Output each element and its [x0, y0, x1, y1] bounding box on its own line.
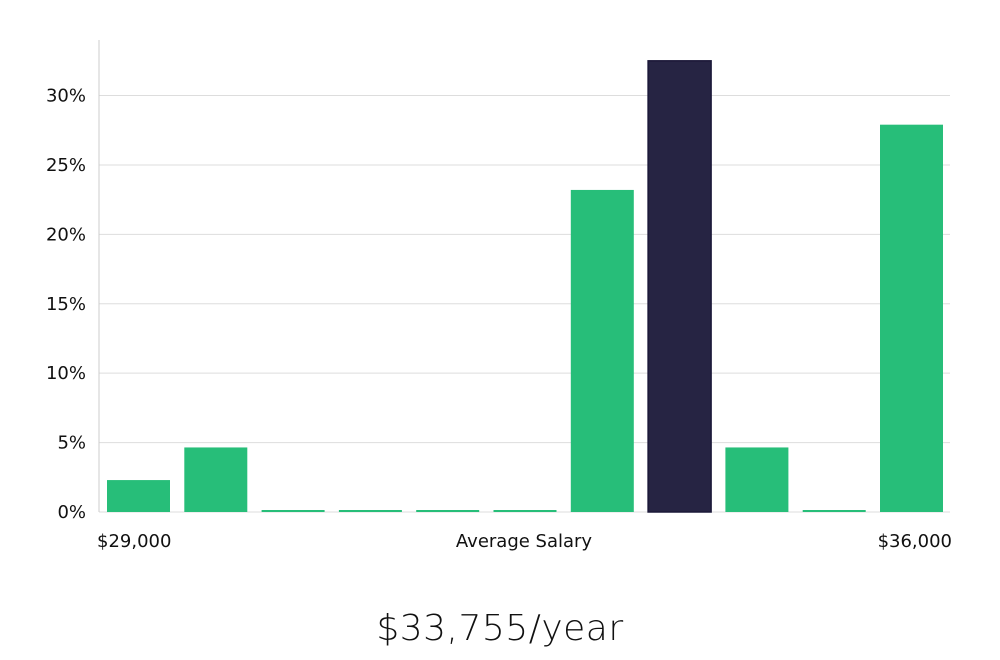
y-tick-label: 20% — [46, 224, 86, 245]
bar — [184, 447, 248, 512]
y-tick-label: 0% — [57, 502, 86, 523]
x-axis-title: Average Salary — [456, 531, 593, 552]
y-tick-label: 10% — [46, 363, 86, 384]
bar-highlighted — [647, 60, 712, 513]
y-tick-labels: 0% 5% 10% 15% 20% 25% 30% — [46, 86, 86, 523]
x-start-label: $29,000 — [97, 531, 171, 552]
bar — [338, 510, 402, 512]
x-axis-labels: $29,000 Average Salary $36,000 — [97, 531, 952, 552]
bar — [493, 510, 557, 512]
y-tick-label: 25% — [46, 155, 86, 176]
y-tick-label: 5% — [57, 433, 86, 454]
bar — [725, 447, 789, 512]
x-end-label: $36,000 — [878, 531, 952, 552]
bars — [107, 60, 943, 513]
bar — [880, 124, 943, 513]
y-tick-label: 15% — [46, 294, 86, 315]
gridlines — [99, 95, 950, 513]
average-salary-value: $33,755/year — [376, 608, 624, 649]
bar — [802, 510, 866, 512]
bar — [261, 510, 325, 512]
bar — [416, 510, 480, 512]
salary-histogram: 0% 5% 10% 15% 20% 25% 30% $29,000 Average Sala… — [46, 40, 952, 552]
bar — [570, 189, 634, 512]
y-tick-label: 30% — [46, 86, 86, 107]
bar — [107, 480, 170, 512]
